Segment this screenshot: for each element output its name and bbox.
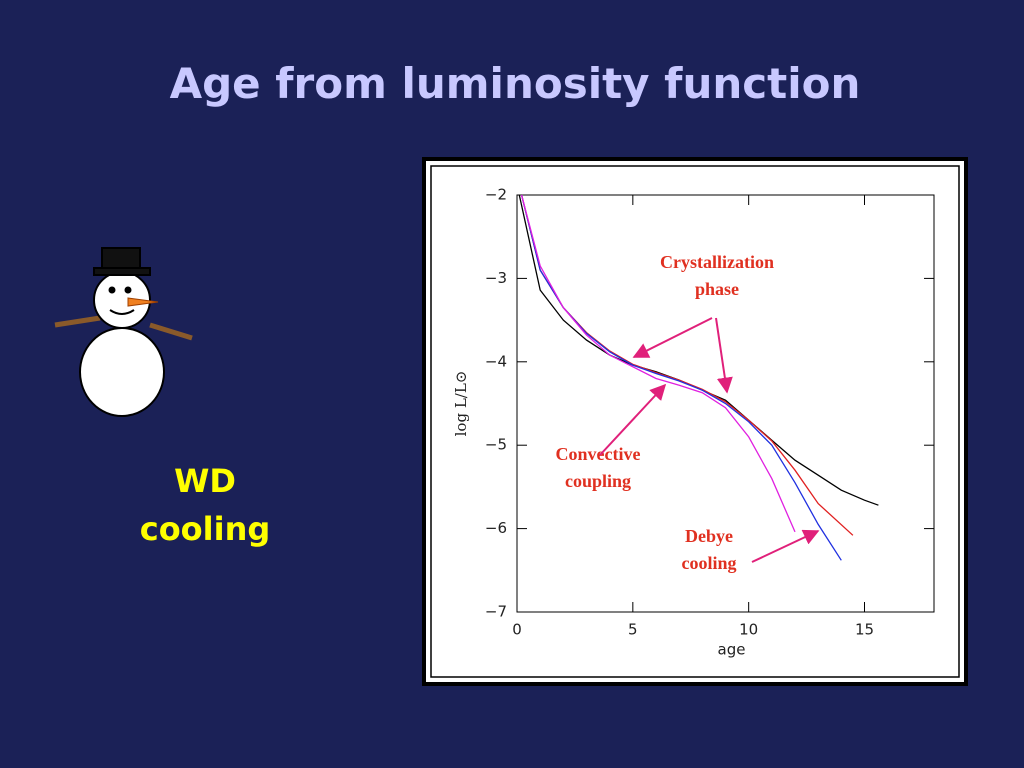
x-tick-label: 10 bbox=[739, 621, 758, 639]
x-tick-label: 0 bbox=[512, 621, 522, 639]
y-axis-label: log L/L⊙ bbox=[452, 371, 470, 437]
snowman bbox=[54, 247, 193, 417]
chart-inner-border bbox=[430, 165, 960, 678]
plot-frame bbox=[516, 194, 935, 613]
chart-panel bbox=[426, 161, 964, 682]
annotation: phase bbox=[695, 279, 739, 299]
data-line bbox=[520, 194, 796, 533]
y-tick-label: −4 bbox=[485, 352, 507, 370]
y-tick-label: −6 bbox=[485, 519, 507, 537]
slide-title: Age from luminosity function bbox=[170, 59, 861, 108]
arrow bbox=[632, 317, 713, 358]
arrow bbox=[599, 383, 667, 456]
y-tick-label: −7 bbox=[485, 603, 507, 621]
caption-line: WD bbox=[174, 462, 236, 500]
annotation: Debye bbox=[685, 526, 733, 546]
annotation: Convective bbox=[556, 444, 641, 464]
annotation: cooling bbox=[681, 553, 736, 573]
y-tick-label: −3 bbox=[485, 269, 507, 287]
arrow bbox=[751, 529, 820, 563]
x-tick-label: 15 bbox=[855, 621, 874, 639]
x-axis-label: age bbox=[718, 641, 746, 659]
y-tick-label: −2 bbox=[485, 186, 507, 204]
annotation: Crystallization bbox=[660, 252, 774, 272]
y-tick-label: −5 bbox=[485, 436, 507, 454]
arrow bbox=[715, 317, 733, 394]
annotation: coupling bbox=[565, 471, 631, 491]
x-tick-label: 5 bbox=[628, 621, 638, 639]
caption-line: cooling bbox=[140, 510, 271, 548]
